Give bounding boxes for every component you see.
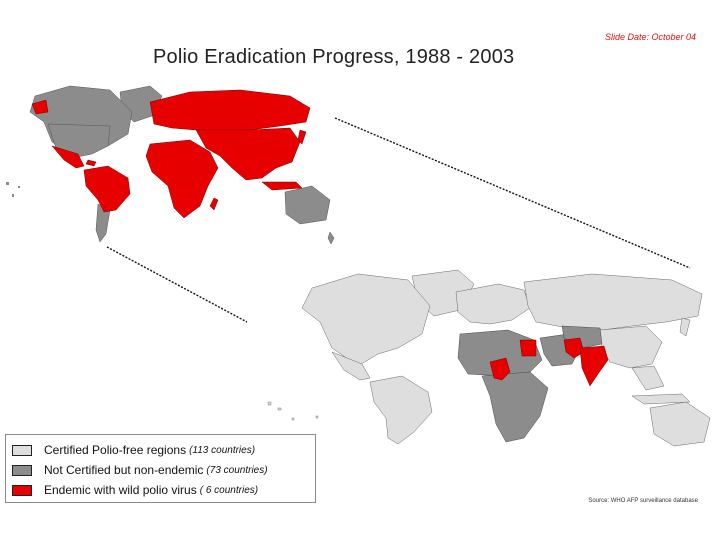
map-1988-nonendemic-regions — [29, 85, 335, 245]
central-southern-africa-2003 — [481, 371, 549, 443]
island-1988-c — [18, 186, 20, 188]
central-america-2003 — [331, 351, 371, 381]
island-2003-a — [267, 401, 272, 406]
map-1988-endemic-regions — [31, 89, 311, 219]
legend-swatch-non-endemic — [12, 464, 32, 476]
page-title: Polio Eradication Progress, 1988 - 2003 — [153, 46, 515, 68]
legend-swatch-endemic — [12, 484, 32, 496]
japan-1988 — [297, 129, 307, 145]
map-2003-endemic-regions — [489, 337, 609, 387]
world-map-2003 — [267, 269, 711, 447]
legend-count-endemic: ( 6 countries) — [199, 484, 259, 496]
niger-nigeria-2003 — [489, 357, 511, 381]
africa-1988 — [145, 139, 219, 219]
legend-item-certified: Certified Polio-free regions (113 countr… — [12, 440, 315, 460]
source-note: Source: WHO AFP surveillance database — [588, 498, 698, 504]
connector-line-bottom — [106, 246, 248, 323]
china-2003 — [599, 325, 663, 369]
caribbean-1988 — [85, 159, 97, 167]
legend-label-certified: Certified Polio-free regions — [44, 443, 187, 457]
slide-date: Slide Date: October 04 — [604, 32, 696, 42]
indonesia-2003 — [631, 393, 691, 405]
legend-item-endemic: Endemic with wild polio virus ( 6 countr… — [12, 480, 315, 500]
usa-1988 — [47, 123, 111, 159]
island-1988-b — [12, 194, 14, 197]
island-2003-c — [291, 417, 295, 421]
india-2003 — [579, 345, 609, 387]
south-america-1988 — [83, 165, 131, 213]
legend-label-endemic: Endemic with wild polio virus — [44, 483, 197, 497]
connector-line-top — [334, 117, 691, 269]
island-1988-a — [6, 182, 9, 185]
europe-russia-1988 — [149, 89, 311, 133]
island-2003-b — [277, 407, 282, 411]
central-asia-2003 — [561, 325, 603, 349]
legend-swatch-certified — [12, 444, 32, 456]
island-2003-d — [315, 415, 319, 419]
madagascar-1988 — [209, 197, 219, 211]
map-legend: Certified Polio-free regions (113 countr… — [5, 434, 316, 503]
afghanistan-pakistan-2003 — [563, 337, 585, 359]
north-america-2003 — [301, 273, 431, 367]
indonesia-1988 — [261, 181, 303, 191]
map-2003-certified-regions — [301, 269, 711, 447]
egypt-2003 — [519, 339, 537, 357]
nz-1988 — [327, 231, 335, 245]
alaska-1988 — [31, 99, 49, 115]
map-2003-islands — [267, 401, 319, 421]
southeast-asia-2003 — [631, 365, 665, 391]
japan-2003 — [679, 317, 691, 337]
europe-2003 — [455, 283, 531, 325]
australia-1988 — [284, 185, 331, 225]
legend-label-non-endemic: Not Certified but non-endemic — [44, 463, 204, 477]
asia-1988 — [195, 127, 301, 181]
legend-item-non-endemic: Not Certified but non-endemic (73 countr… — [12, 460, 315, 480]
mexico-central-america-1988 — [51, 145, 85, 169]
world-map-1988 — [6, 85, 335, 245]
south-america-2003 — [369, 375, 433, 445]
legend-count-non-endemic: (73 countries) — [206, 464, 268, 476]
map-1988-islands — [6, 182, 20, 197]
australia-2003 — [649, 401, 711, 447]
legend-count-certified: (113 countries) — [189, 444, 256, 456]
russia-asia-2003 — [523, 273, 703, 331]
